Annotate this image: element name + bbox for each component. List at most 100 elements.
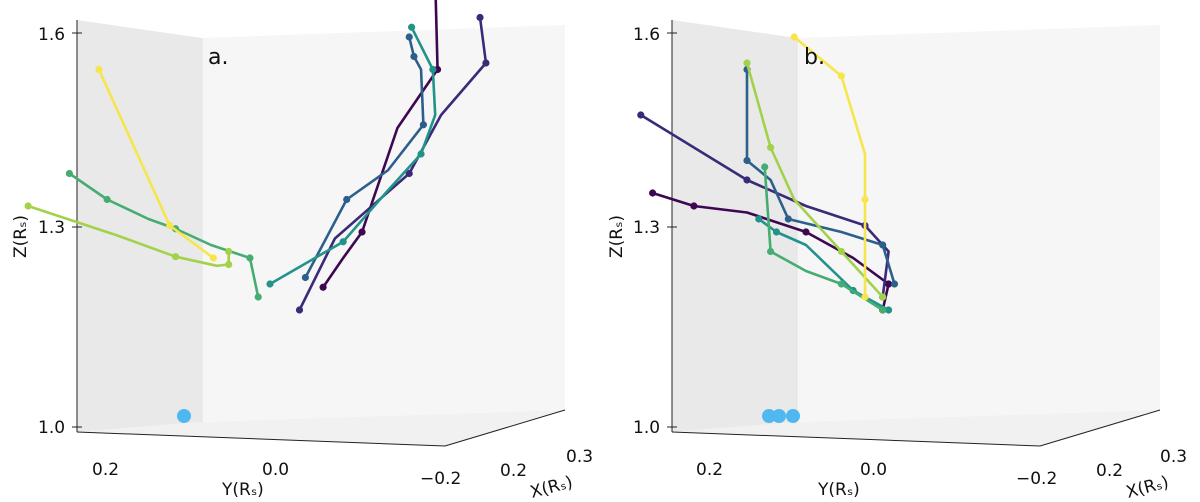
series-point xyxy=(637,111,645,119)
series-point xyxy=(743,59,751,67)
sphere-points-a xyxy=(177,409,191,423)
series-point xyxy=(254,293,262,301)
series-point xyxy=(405,169,413,178)
series-point xyxy=(172,253,180,261)
series-point xyxy=(837,280,846,288)
x-tick-label: 0.3 xyxy=(1160,447,1187,467)
series-point xyxy=(890,280,899,288)
y-tick-label: −0.2 xyxy=(420,469,461,489)
series-point xyxy=(743,176,751,184)
series-point xyxy=(879,241,887,249)
y-axis-line xyxy=(76,431,446,447)
series-point xyxy=(476,13,484,22)
series-line xyxy=(97,68,215,260)
series-point xyxy=(358,228,366,236)
y-tick-label: 0.0 xyxy=(860,460,887,480)
z-tick-label: 1.0 xyxy=(633,418,660,438)
series-lines-a xyxy=(24,0,490,314)
z-axis-label: Z(Rₛ) xyxy=(607,215,627,258)
floor-pane xyxy=(672,410,1160,446)
x-tick-label: 0.2 xyxy=(1096,461,1123,481)
series-point xyxy=(482,59,490,67)
series-point xyxy=(429,65,437,74)
series-point xyxy=(225,247,233,256)
series-point xyxy=(408,23,416,31)
series-point xyxy=(690,202,698,210)
back-pane xyxy=(797,25,1160,422)
panel-b: 1.6 1.3 1.0 0.2 0.0 −0.2 0.2 0.3 Z(Rₛ) Y… xyxy=(607,20,1187,502)
panel-label: b. xyxy=(804,45,825,70)
series-point xyxy=(767,247,775,256)
y-tick-label: 0.2 xyxy=(696,460,723,480)
x-axis-label: X(Rₛ) xyxy=(1124,472,1171,502)
series-line xyxy=(745,62,884,298)
series-point xyxy=(755,215,763,223)
x-axis-line xyxy=(1039,409,1161,447)
sphere-points-b xyxy=(762,409,800,423)
z-tick-label: 1.3 xyxy=(38,218,65,238)
series-point xyxy=(649,189,657,197)
series-point xyxy=(319,283,327,291)
series-point xyxy=(419,121,427,129)
sphere-point xyxy=(786,409,800,423)
series-point xyxy=(266,280,274,288)
panel-label: a. xyxy=(208,45,228,70)
back-pane xyxy=(202,25,565,422)
series-point xyxy=(209,254,217,262)
series-line xyxy=(763,166,884,312)
series-point xyxy=(405,33,413,41)
floor-pane xyxy=(77,410,565,446)
series-point xyxy=(879,293,887,301)
left-pane xyxy=(672,20,797,432)
z-tick-label: 1.3 xyxy=(633,218,660,238)
series-point xyxy=(103,195,111,204)
series-point xyxy=(784,215,792,223)
series-point xyxy=(65,169,73,178)
series-point xyxy=(861,293,869,301)
y-tick-label: 0.0 xyxy=(262,460,289,480)
series-point xyxy=(802,228,810,236)
x-tick-label: 0.3 xyxy=(566,447,593,467)
panel-a: 1.6 1.3 1.0 0.2 0.0 −0.2 0.2 0.3 Z(Rₛ) Y… xyxy=(11,0,593,502)
series-point xyxy=(24,202,32,210)
x-axis-line xyxy=(444,409,566,447)
series-point xyxy=(166,221,174,230)
series-point xyxy=(861,195,869,204)
series-point xyxy=(225,260,233,269)
x-tick-label: 0.2 xyxy=(500,461,527,481)
series-point xyxy=(301,273,309,282)
series-point xyxy=(837,72,846,80)
sphere-point xyxy=(762,409,776,423)
series-point xyxy=(885,306,893,314)
series-point xyxy=(885,280,893,288)
y-axis-line xyxy=(671,431,1041,447)
series-point xyxy=(761,163,769,171)
series-point xyxy=(246,254,254,262)
series-point xyxy=(295,306,304,314)
y-axis-label: Y(Rₛ) xyxy=(221,480,264,500)
series-point xyxy=(767,143,775,152)
y-axis-label: Y(Rₛ) xyxy=(817,480,860,500)
series-point xyxy=(417,150,425,158)
z-axis-label: Z(Rₛ) xyxy=(11,215,31,258)
series-point xyxy=(343,195,351,204)
series-point xyxy=(95,65,103,74)
series-line xyxy=(793,35,867,297)
series-point xyxy=(790,33,798,41)
series-point xyxy=(837,247,846,256)
series-point xyxy=(879,306,887,314)
series-point xyxy=(410,52,418,61)
z-tick-label: 1.0 xyxy=(38,418,65,438)
z-tick-label: 1.6 xyxy=(38,25,65,45)
sphere-point xyxy=(177,409,191,423)
series-point xyxy=(743,156,751,165)
sphere-point xyxy=(772,409,786,423)
y-tick-label: 0.2 xyxy=(92,460,119,480)
series-line xyxy=(322,0,439,288)
x-axis-label: X(Rₛ) xyxy=(528,472,575,502)
series-lines-b xyxy=(637,33,899,314)
series-point xyxy=(772,228,781,236)
y-tick-label: −0.2 xyxy=(1016,469,1057,489)
left-pane xyxy=(77,20,202,432)
